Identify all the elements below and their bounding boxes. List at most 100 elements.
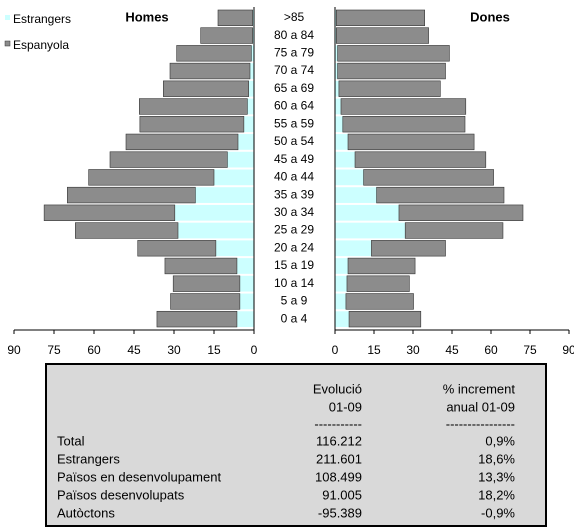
- cell-value: 116.212: [316, 433, 362, 448]
- legend-swatch: [4, 40, 11, 47]
- category-label: 60 a 64: [274, 99, 314, 113]
- bar: [371, 240, 446, 257]
- category-label: 25 a 29: [274, 223, 314, 237]
- x-tick-label: 75: [523, 343, 537, 357]
- bar: [252, 10, 254, 26]
- x-tick-label: 45: [445, 343, 459, 357]
- bar: [340, 98, 467, 115]
- row-label: Estrangers: [57, 451, 120, 466]
- bar: [195, 187, 254, 203]
- bar: [239, 275, 254, 292]
- bar: [170, 293, 241, 310]
- category-label: 5 a 9: [281, 294, 308, 308]
- category-label: 20 a 24: [274, 240, 314, 254]
- bar: [335, 134, 348, 150]
- bar: [335, 169, 364, 186]
- category-label: 70 a 74: [274, 63, 314, 77]
- column-header: Evolució: [313, 381, 362, 396]
- bar: [252, 27, 254, 44]
- panel-title: Dones: [470, 9, 510, 24]
- bar: [335, 63, 338, 79]
- category-label: 15 a 19: [274, 258, 314, 272]
- bar: [398, 204, 524, 221]
- bar: [335, 27, 337, 44]
- bar: [67, 186, 196, 204]
- legend-label: Espanyola: [13, 38, 69, 52]
- bar: [251, 45, 254, 62]
- category-label: >85: [284, 10, 305, 24]
- bar: [236, 311, 254, 327]
- x-tick-label: 90: [7, 343, 21, 357]
- x-tick-label: 15: [207, 343, 221, 357]
- bar: [348, 310, 422, 328]
- bar: [335, 10, 337, 26]
- column-header: 01-09: [329, 399, 362, 414]
- bar: [347, 133, 475, 151]
- bar: [337, 45, 450, 62]
- bar: [88, 169, 215, 186]
- bar: [215, 240, 254, 257]
- category-label: 35 a 39: [274, 187, 314, 201]
- x-tick-label: 75: [47, 343, 61, 357]
- category-label: 10 a 14: [274, 276, 314, 290]
- bar: [137, 240, 217, 257]
- x-tick-label: 0: [251, 343, 258, 357]
- x-tick-label: 45: [127, 343, 141, 357]
- category-label: 80 a 84: [274, 28, 314, 42]
- x-tick-label: 90: [562, 343, 574, 357]
- bar: [345, 293, 414, 310]
- bar: [178, 222, 254, 239]
- bar: [335, 80, 339, 97]
- bar: [247, 98, 254, 115]
- column-header: anual 01-09: [446, 399, 515, 414]
- bar: [169, 62, 251, 80]
- bar: [109, 151, 228, 168]
- bar: [335, 98, 341, 115]
- category-label: 50 a 54: [274, 134, 314, 148]
- bar: [172, 275, 241, 292]
- category-label: 75 a 79: [274, 45, 314, 59]
- category-label: 55 a 59: [274, 116, 314, 130]
- bar: [43, 204, 176, 221]
- bar: [335, 45, 338, 62]
- bar: [335, 311, 350, 327]
- bar: [335, 151, 356, 168]
- bar: [250, 63, 254, 79]
- bar: [139, 98, 248, 115]
- cell-value: -95.389: [318, 505, 362, 520]
- row-label: Total: [57, 433, 85, 448]
- bar: [363, 169, 494, 186]
- bar: [404, 222, 504, 239]
- bar: [335, 187, 377, 203]
- bar: [346, 275, 410, 292]
- panel-title: Homes: [125, 9, 168, 24]
- category-label: 30 a 34: [274, 205, 314, 219]
- bar: [248, 80, 254, 97]
- cell-value: 108.499: [315, 469, 362, 484]
- cell-value: -0,9%: [481, 505, 515, 520]
- category-label: 40 a 44: [274, 170, 314, 184]
- bar: [156, 310, 238, 328]
- cell-value: 18,6%: [478, 451, 515, 466]
- cell-value: 211.601: [316, 451, 362, 466]
- bar: [335, 116, 343, 133]
- table-box: [45, 363, 547, 527]
- x-tick-label: 30: [167, 343, 181, 357]
- bar: [376, 186, 505, 204]
- bar: [163, 80, 249, 97]
- legend-label: Estrangers: [13, 12, 71, 26]
- bar: [335, 222, 406, 239]
- bar: [337, 62, 446, 80]
- bar: [347, 257, 416, 275]
- bar: [335, 275, 347, 292]
- bar: [243, 116, 254, 133]
- cell-value: 18,2%: [478, 487, 515, 502]
- bar: [217, 9, 253, 27]
- bar: [75, 222, 179, 239]
- bar: [338, 80, 441, 97]
- bar: [335, 27, 429, 44]
- row-label: Països en desenvolupament: [57, 469, 221, 484]
- bar: [335, 240, 372, 257]
- bar: [354, 151, 487, 168]
